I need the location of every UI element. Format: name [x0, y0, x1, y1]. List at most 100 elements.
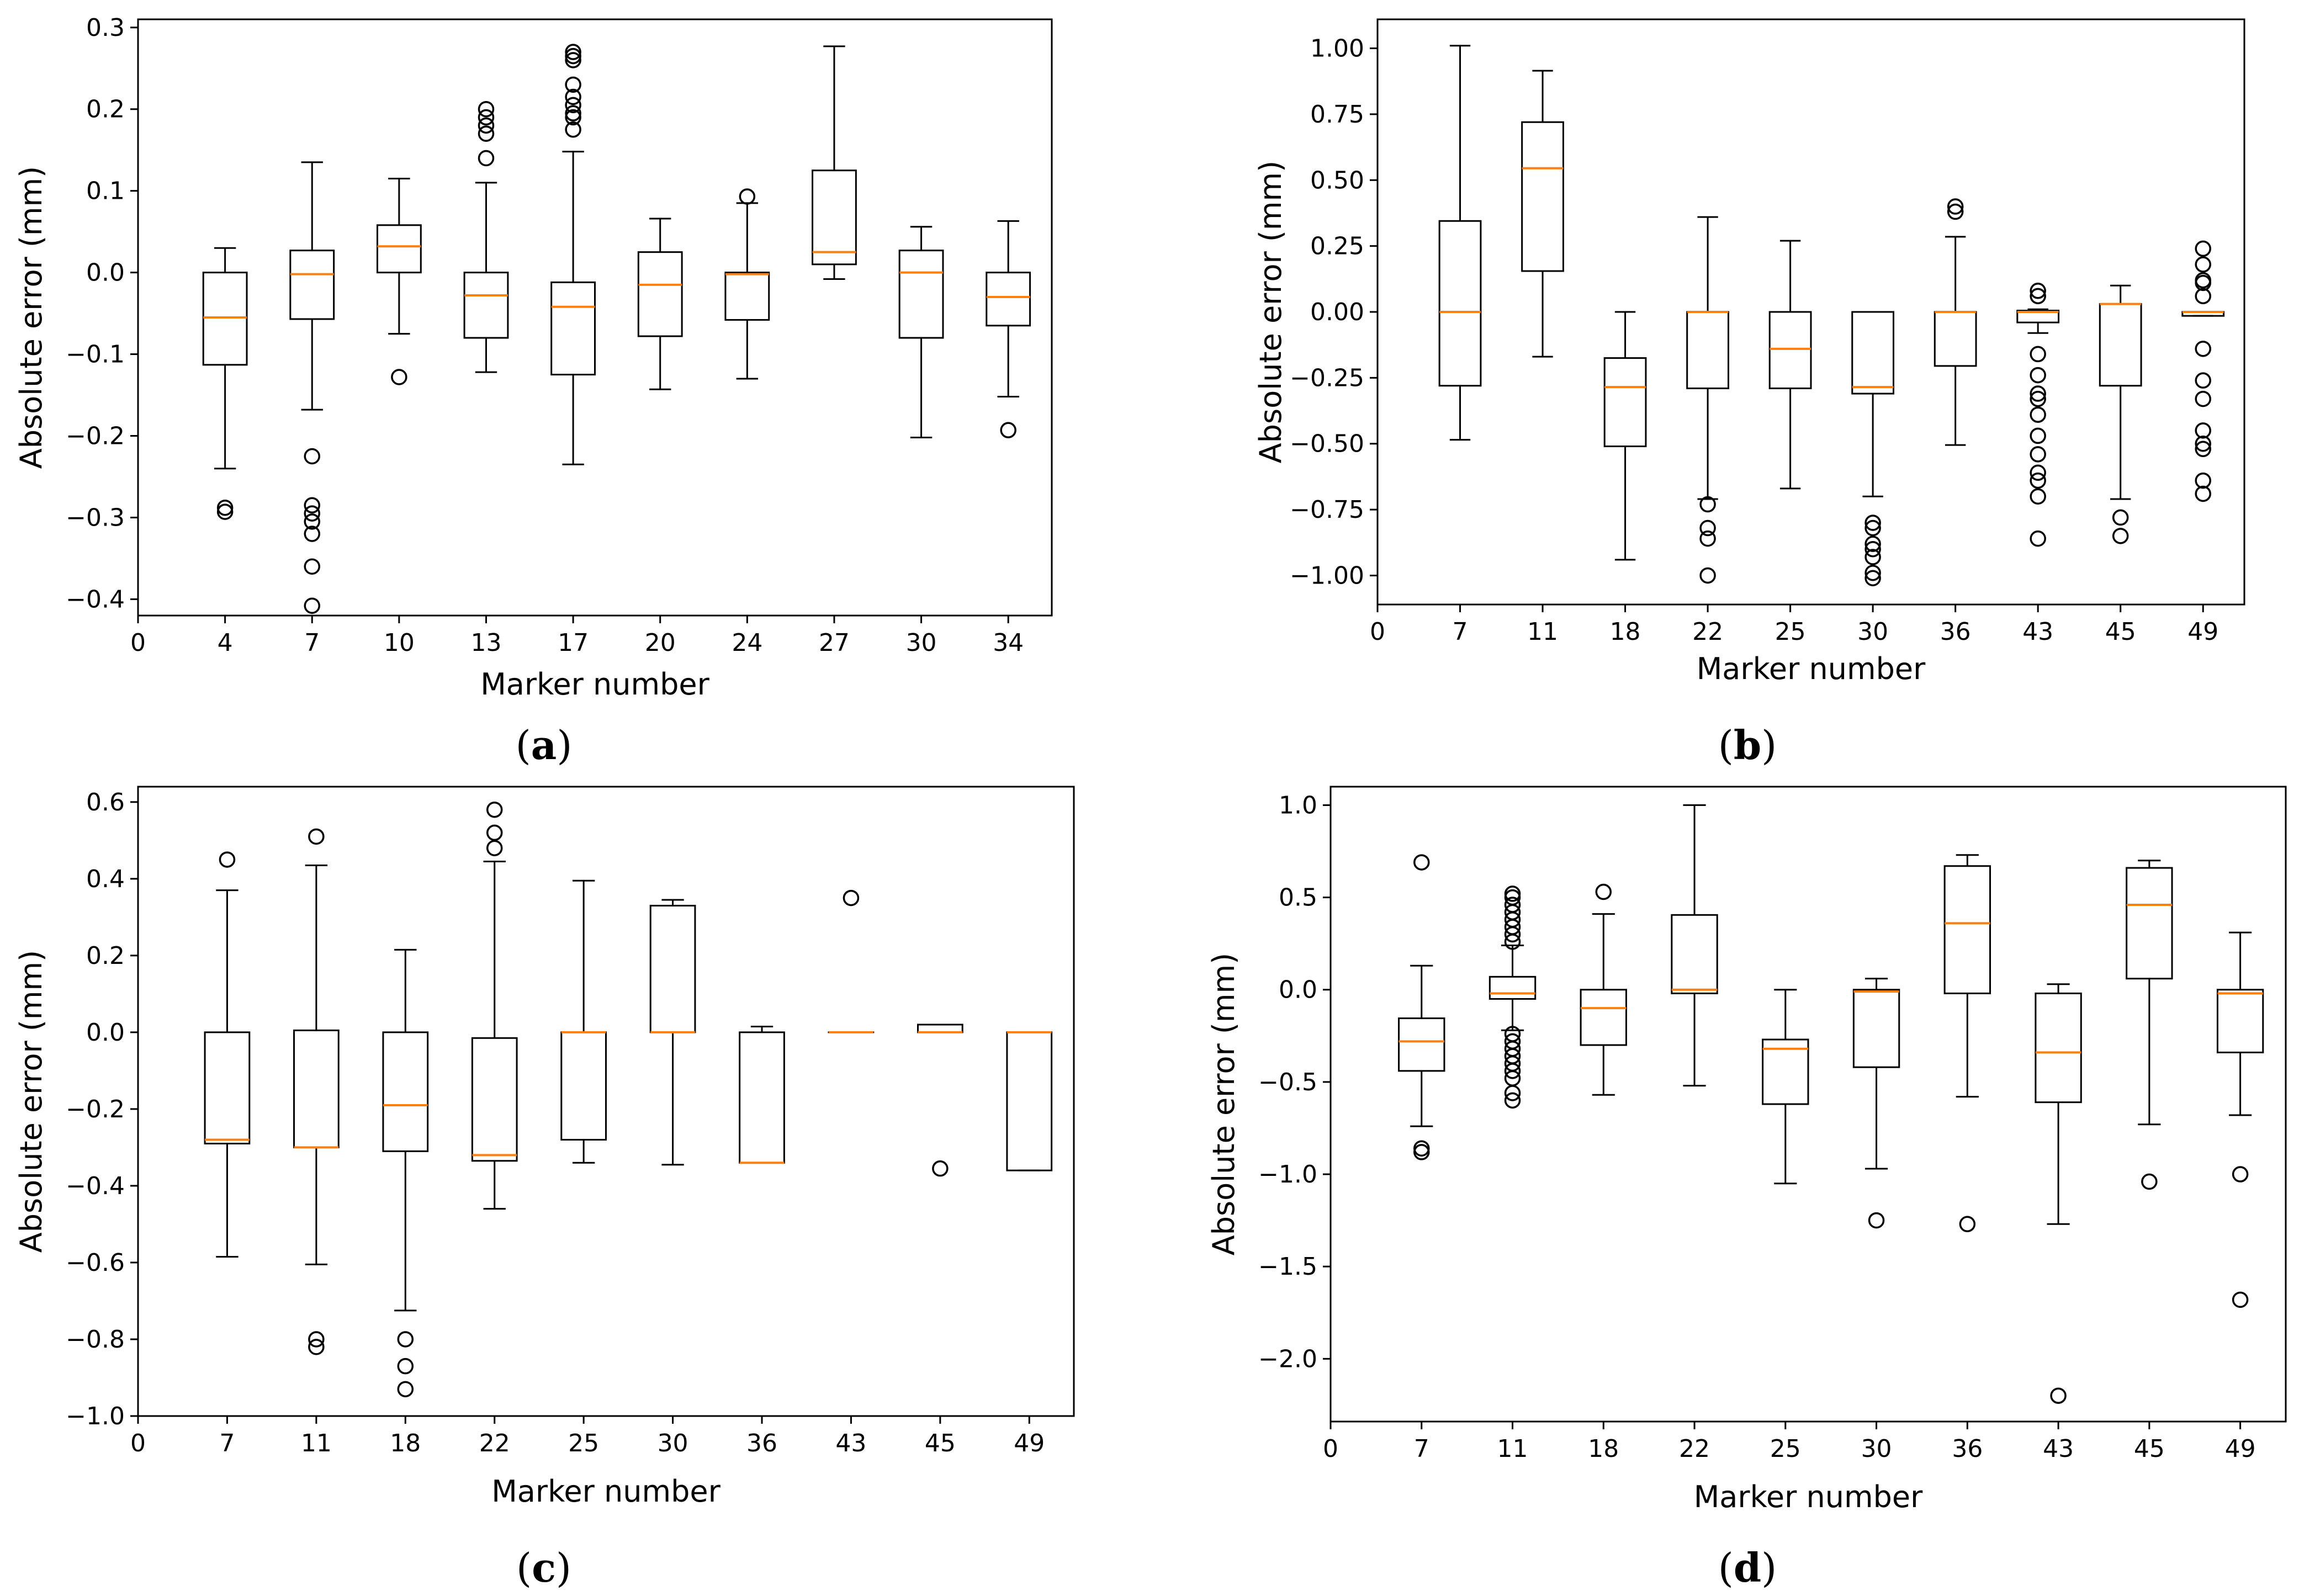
outlier-point	[304, 513, 320, 530]
x-tick-label: 24	[732, 629, 762, 657]
x-tick-label: 18	[1610, 618, 1641, 646]
box-marker-36	[739, 1025, 785, 1164]
panel-caption: (b)	[1718, 722, 1777, 768]
x-tick-label: 30	[1861, 1435, 1892, 1463]
outlier-point	[1504, 897, 1521, 913]
iqr-box	[898, 250, 944, 339]
x-tick-label: 25	[1775, 618, 1806, 646]
x-tick-label: 7	[304, 629, 320, 657]
outlier-point	[1699, 567, 1716, 584]
iqr-box	[202, 272, 248, 366]
outlier-point	[565, 105, 581, 121]
box-marker-22	[1686, 216, 1729, 584]
y-tick-label: −0.1	[66, 341, 125, 369]
iqr-box	[2126, 867, 2173, 980]
x-tick-label: 11	[1497, 1435, 1528, 1463]
y-tick-label: 0.3	[86, 14, 125, 42]
x-tick-label: 22	[1692, 618, 1723, 646]
x-tick-label: 22	[1679, 1435, 1710, 1463]
box-marker-30	[1851, 311, 1895, 587]
outlier-point	[2030, 427, 2046, 444]
outlier-point	[1947, 203, 1964, 220]
outlier-point	[1864, 540, 1881, 558]
iqr-box	[550, 281, 596, 376]
outlier-point	[478, 117, 495, 134]
x-tick-label: 27	[819, 629, 850, 657]
outlier-point	[565, 44, 581, 60]
box-marker-49	[1006, 1031, 1053, 1171]
x-tick-label: 43	[835, 1429, 866, 1457]
outlier-point	[216, 499, 234, 516]
outlier-point	[2195, 274, 2211, 291]
x-tick-label: 30	[906, 629, 937, 657]
iqr-box	[1934, 311, 1977, 367]
outlier-point	[478, 150, 495, 167]
x-tick-label: 7	[1414, 1435, 1429, 1463]
panel-b: 1.00 0.75 0.50 0.25 0.00 −0.25 −0.50 −0.75 −1.00…	[1253, 18, 2245, 768]
box-marker-25	[560, 879, 607, 1164]
outlier-point	[932, 1160, 949, 1177]
y-axis-label: Absolute error (mm)	[1253, 161, 1288, 463]
outlier-point	[2030, 530, 2046, 547]
box-marker-7	[289, 161, 335, 614]
box-marker-36	[1943, 854, 1991, 1233]
box-marker-11	[293, 828, 340, 1355]
outlier-point	[1504, 886, 1521, 902]
outlier-point	[478, 125, 495, 142]
box-marker-11	[1488, 886, 1537, 1109]
box-marker-24	[724, 188, 770, 380]
outlier-point	[2030, 390, 2046, 407]
outlier-point	[2195, 390, 2211, 407]
outlier-point	[1595, 883, 1612, 900]
x-tick-label: 49	[1014, 1429, 1045, 1457]
box-marker-30	[898, 226, 944, 438]
plot-frame	[137, 18, 1053, 617]
box-marker-49	[2216, 931, 2264, 1308]
outlier-point	[2232, 1291, 2249, 1308]
outlier-point	[304, 526, 320, 542]
y-axis-label: Absolute error (mm)	[1206, 953, 1241, 1255]
y-tick-label: −0.3	[66, 503, 125, 532]
outlier-point	[565, 88, 581, 105]
y-tick-label: −0.5	[1258, 1068, 1317, 1096]
outlier-point	[304, 505, 320, 522]
y-axis-label: Absolute error (mm)	[14, 950, 49, 1253]
outlier-point	[565, 76, 581, 93]
x-tick-label: 30	[1857, 618, 1888, 646]
box-marker-7	[204, 851, 251, 1258]
box-marker-43	[2035, 983, 2082, 1404]
outlier-point	[2195, 288, 2211, 305]
iqr-box	[1851, 311, 1895, 395]
y-tick-label: −2.0	[1258, 1345, 1317, 1373]
x-axis-label: Marker number	[491, 1474, 721, 1509]
iqr-box	[293, 1029, 340, 1148]
x-tick-label: 43	[2043, 1435, 2074, 1463]
outlier-point	[308, 1331, 325, 1348]
y-axis-label: Absolute error (mm)	[14, 166, 49, 469]
panel-caption: (d)	[1718, 1544, 1777, 1591]
iqr-box	[812, 169, 857, 266]
y-tick-label: 0.0	[86, 1019, 125, 1047]
x-tick-label: 18	[1588, 1435, 1619, 1463]
outlier-point	[397, 1358, 414, 1375]
outlier-point	[2195, 341, 2211, 357]
outlier-point	[2030, 488, 2046, 505]
y-tick-label: 0.2	[86, 942, 125, 970]
outlier-point	[1947, 198, 1964, 215]
iqr-box	[1603, 357, 1647, 448]
x-tick-label: 11	[301, 1429, 332, 1457]
box-marker-7	[1398, 854, 1445, 1160]
y-tick-label: 0.75	[1310, 100, 1364, 129]
iqr-box	[724, 272, 770, 321]
outlier-point	[1864, 564, 1881, 581]
iqr-box	[463, 272, 509, 339]
y-tick-label: 1.0	[1279, 791, 1317, 819]
x-tick-label: 20	[645, 629, 676, 657]
box-marker-43	[828, 889, 875, 1033]
outlier-point	[565, 47, 581, 65]
outlier-point	[219, 851, 236, 868]
outlier-point	[1864, 519, 1881, 537]
outlier-point	[843, 889, 860, 906]
x-axis-label: Marker number	[480, 667, 709, 702]
outlier-point	[2195, 485, 2211, 502]
